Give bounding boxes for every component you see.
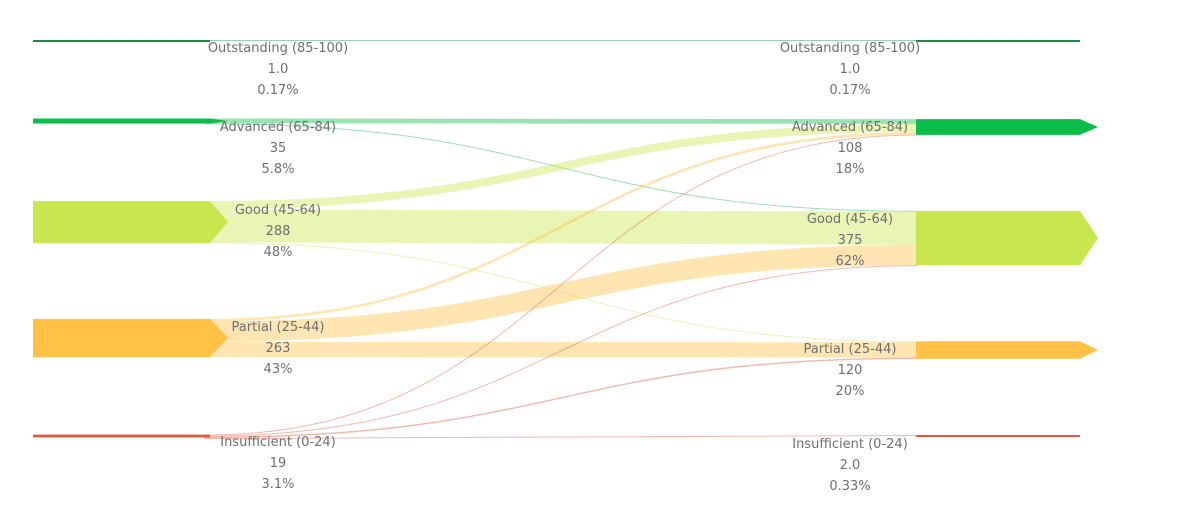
right-label-outstanding: Outstanding (85-100) 1.0 0.17% [780, 41, 920, 98]
left-advanced-count-text: 35 [270, 141, 287, 156]
left-partial-percent-text: 43% [264, 362, 293, 377]
right-node-outstanding[interactable] [916, 40, 1080, 42]
left-outstanding-count-text: 1.0 [268, 62, 289, 77]
left-insufficient-count-text: 19 [270, 456, 287, 471]
right-insufficient-count-text: 2.0 [840, 458, 861, 473]
right-advanced-percent-text: 18% [836, 162, 865, 177]
flow-advanced-to-advanced[interactable] [203, 118, 919, 124]
left-node-advanced[interactable] [33, 118, 228, 124]
flow-good-to-advanced[interactable] [203, 123, 919, 210]
left-partial-count-text: 263 [266, 341, 291, 356]
left-advanced-percent-text: 5.8% [261, 162, 294, 177]
left-node-insufficient[interactable] [33, 434, 210, 438]
right-node-partial[interactable] [916, 341, 1098, 359]
right-advanced-count-text: 108 [838, 141, 863, 156]
nodes [33, 40, 1098, 438]
right-node-insufficient[interactable] [916, 435, 1080, 437]
flow-partial-to-advanced[interactable] [203, 131, 919, 322]
flow-insufficient-to-good[interactable] [203, 265, 919, 437]
flow-good-to-good[interactable] [203, 209, 919, 245]
flow-advanced-to-good[interactable] [203, 123, 919, 212]
right-good-category-text: Good (45-64) [807, 212, 893, 227]
right-partial-count-text: 120 [838, 363, 863, 378]
right-outstanding-category-text: Outstanding (85-100) [780, 41, 920, 56]
left-good-count-text: 288 [266, 224, 291, 239]
left-good-percent-text: 48% [264, 245, 293, 260]
flow-insufficient-to-partial[interactable] [203, 357, 919, 439]
node-labels: Outstanding (85-100) 1.0 0.17% Advanced (65… [208, 41, 920, 494]
left-insufficient-category-text: Insufficient (0-24) [220, 435, 336, 450]
right-outstanding-percent-text: 0.17% [829, 83, 870, 98]
right-outstanding-count-text: 1.0 [840, 62, 861, 77]
left-advanced-category-text: Advanced (65-84) [220, 120, 336, 135]
right-partial-percent-text: 20% [836, 384, 865, 399]
left-outstanding-category-text: Outstanding (85-100) [208, 41, 348, 56]
right-label-advanced: Advanced (65-84) 108 18% [792, 120, 908, 177]
left-label-insufficient: Insufficient (0-24) 19 3.1% [220, 435, 336, 492]
flow-partial-to-good[interactable] [203, 244, 919, 342]
right-node-advanced[interactable] [916, 119, 1098, 135]
left-node-outstanding[interactable] [33, 40, 210, 42]
right-good-count-text: 375 [838, 233, 863, 248]
right-label-good: Good (45-64) 375 62% [807, 212, 893, 269]
right-label-partial: Partial (25-44) 120 20% [804, 342, 897, 399]
flow-insufficient-to-insufficient[interactable] [203, 435, 919, 440]
left-label-partial: Partial (25-44) 263 43% [232, 320, 325, 377]
left-node-partial[interactable] [33, 318, 228, 358]
right-partial-category-text: Partial (25-44) [804, 342, 897, 357]
right-advanced-category-text: Advanced (65-84) [792, 120, 908, 135]
left-label-advanced: Advanced (65-84) 35 5.8% [220, 120, 336, 177]
right-label-insufficient: Insufficient (0-24) 2.0 0.33% [792, 437, 908, 494]
flow-links [203, 39, 919, 440]
right-good-percent-text: 62% [836, 254, 865, 269]
flow-good-to-partial[interactable] [203, 242, 919, 343]
left-node-good[interactable] [33, 201, 228, 243]
left-label-good: Good (45-64) 288 48% [235, 203, 321, 260]
right-insufficient-category-text: Insufficient (0-24) [792, 437, 908, 452]
left-good-category-text: Good (45-64) [235, 203, 321, 218]
right-node-good[interactable] [916, 210, 1098, 266]
left-label-outstanding: Outstanding (85-100) 1.0 0.17% [208, 41, 348, 98]
right-insufficient-percent-text: 0.33% [829, 479, 870, 494]
left-partial-category-text: Partial (25-44) [232, 320, 325, 335]
flow-insufficient-to-advanced[interactable] [203, 134, 919, 436]
left-insufficient-percent-text: 3.1% [261, 477, 294, 492]
left-outstanding-percent-text: 0.17% [257, 83, 298, 98]
